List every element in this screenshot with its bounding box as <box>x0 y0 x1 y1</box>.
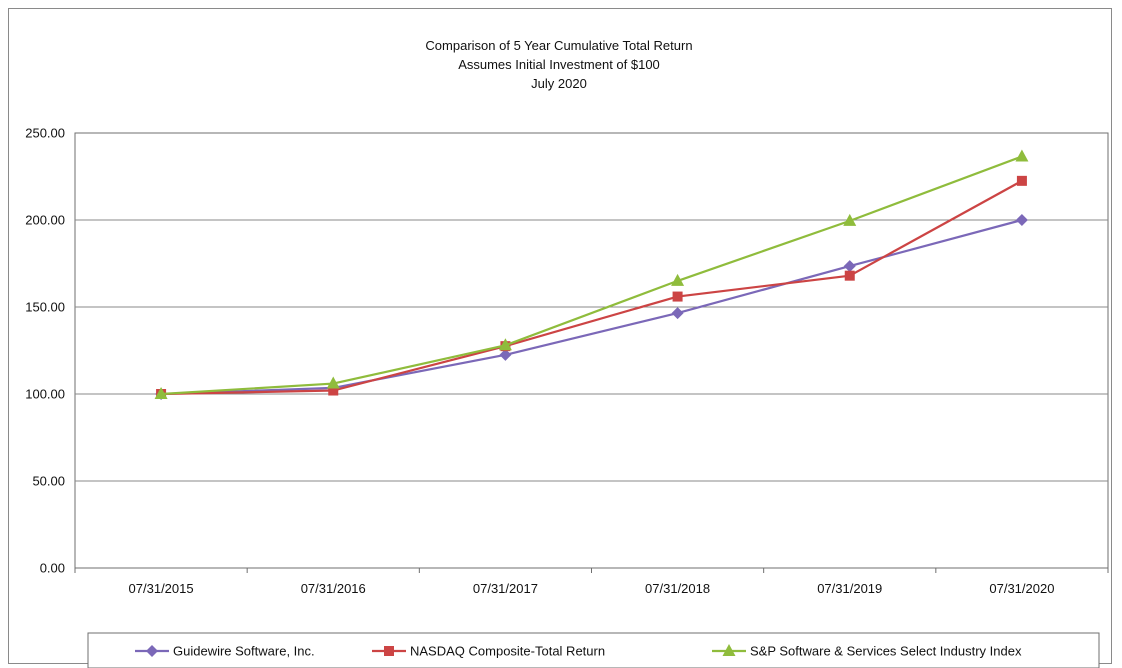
legend-box <box>87 632 1100 668</box>
x-tick-label: 07/31/2015 <box>129 581 194 596</box>
y-tick-label: 100.00 <box>25 387 65 402</box>
data-point <box>1015 149 1029 162</box>
chart-title: Comparison of 5 Year Cumulative Total Re… <box>425 38 692 91</box>
x-tick-label: 07/31/2016 <box>301 581 366 596</box>
data-point <box>1016 175 1027 186</box>
plot-area <box>74 132 1109 569</box>
data-point <box>326 376 340 389</box>
chart-title-line-3: July 2020 <box>531 76 587 91</box>
data-point <box>843 213 857 226</box>
series-group <box>154 149 1029 400</box>
x-tick-label: 07/31/2018 <box>645 581 710 596</box>
series-triangle <box>154 149 1029 399</box>
legend: Guidewire Software, Inc. NASDAQ Composite… <box>87 632 1100 668</box>
data-point <box>672 291 683 302</box>
x-tick-label: 07/31/2019 <box>817 581 882 596</box>
data-point <box>843 260 856 273</box>
legend-label: NASDAQ Composite-Total Return <box>410 644 605 659</box>
y-tick-label: 0.00 <box>40 561 65 576</box>
legend-marker <box>384 646 394 656</box>
gridlines <box>75 219 1108 482</box>
chart-title-line-2: Assumes Initial Investment of $100 <box>458 57 660 72</box>
x-axis-tick-labels: 07/31/2015 07/31/2016 07/31/2017 07/31/2018… <box>74 568 1109 596</box>
legend-label: Guidewire Software, Inc. <box>173 644 315 659</box>
data-point <box>844 270 855 281</box>
data-point <box>154 387 168 399</box>
data-point <box>671 307 684 320</box>
legend-marker <box>146 645 158 657</box>
chart-title-line-1: Comparison of 5 Year Cumulative Total Re… <box>425 38 692 53</box>
x-tick-label: 07/31/2020 <box>989 581 1054 596</box>
data-point <box>499 348 512 361</box>
y-tick-label: 150.00 <box>25 300 65 315</box>
y-axis-tick-labels: 0.00 50.00 100.00 150.00 200.00 250.00 <box>25 126 65 576</box>
x-tick-label: 07/31/2017 <box>473 581 538 596</box>
y-tick-label: 250.00 <box>25 126 65 141</box>
data-point <box>671 273 685 286</box>
legend-marker <box>722 644 736 656</box>
legend-label: S&P Software & Services Select Industry … <box>750 644 1022 659</box>
series-line <box>161 179 1023 396</box>
y-tick-label: 200.00 <box>25 213 65 228</box>
data-point <box>328 385 339 396</box>
series-line <box>161 155 1023 396</box>
y-tick-label: 50.00 <box>32 474 65 489</box>
data-point <box>498 338 512 351</box>
series-line <box>161 218 1023 396</box>
data-point <box>1015 214 1028 226</box>
